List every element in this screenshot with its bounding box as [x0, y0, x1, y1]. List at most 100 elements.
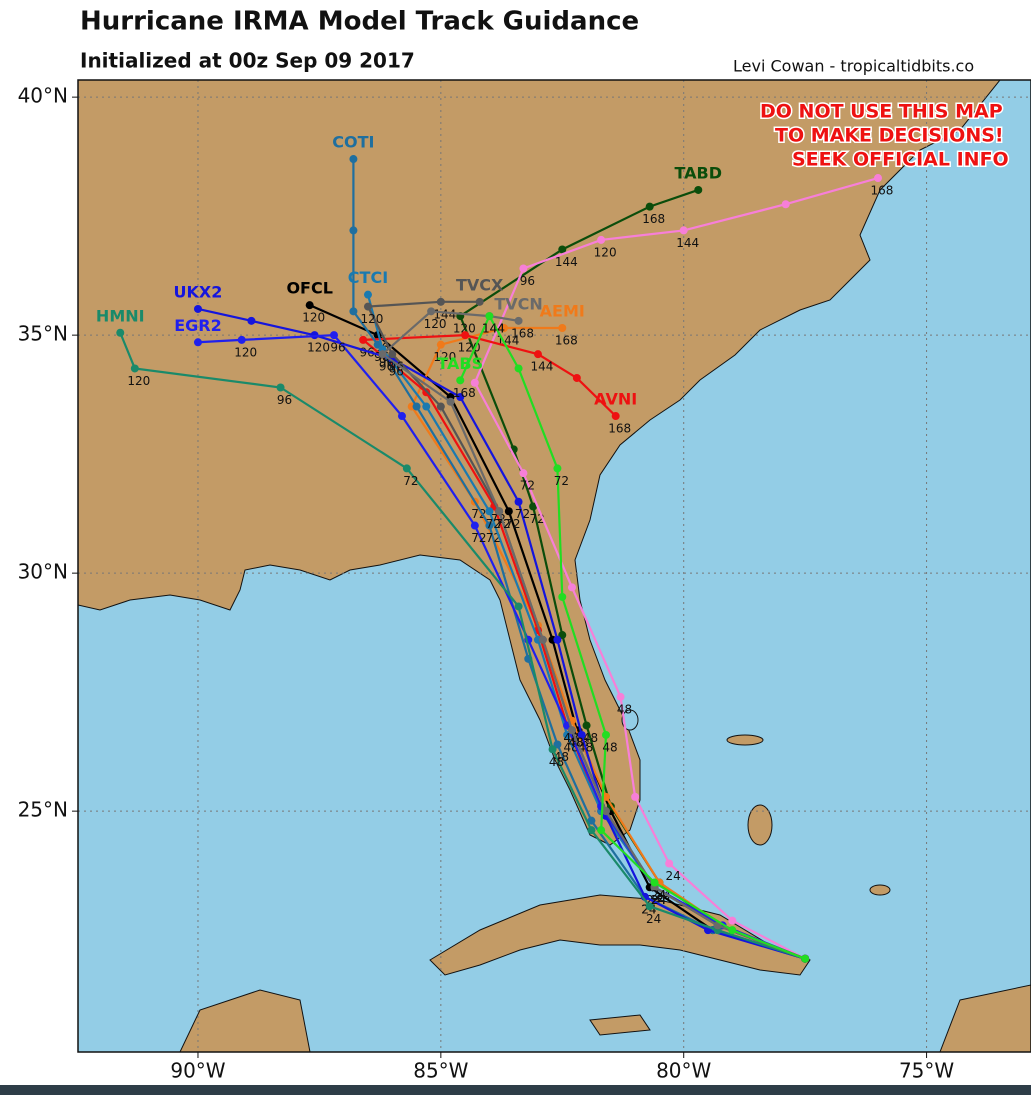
y-tick-label: 25°N	[18, 798, 68, 822]
track-point	[427, 307, 436, 316]
forecast-hour-label: 24	[651, 888, 666, 902]
track-point	[130, 364, 139, 373]
forecast-hour-label: 48	[568, 736, 583, 750]
track-point	[485, 521, 494, 530]
forecast-hour-label: 72	[471, 507, 486, 521]
track-point	[645, 902, 654, 911]
track-point	[436, 297, 445, 306]
title: Hurricane IRMA Model Track Guidance	[80, 7, 639, 37]
forecast-hour-label: 168	[608, 422, 631, 436]
track-point	[587, 826, 596, 835]
land-north-america	[78, 80, 1001, 846]
track-line	[309, 304, 806, 960]
land-bahamas	[869, 884, 891, 896]
model-label: AEMI	[540, 301, 585, 320]
track-point	[728, 926, 737, 935]
track-point	[359, 335, 368, 344]
track-point	[558, 323, 567, 332]
track-point	[363, 290, 372, 299]
track-point	[329, 331, 338, 340]
model-label: UKX2	[174, 282, 223, 301]
track-point	[456, 393, 465, 402]
track-point	[363, 302, 372, 311]
track-point	[499, 323, 508, 332]
track-line	[380, 310, 806, 960]
track-point	[519, 469, 528, 478]
track-point	[801, 954, 810, 963]
forecast-hour-label: 96	[277, 393, 292, 407]
forecast-hour-label: 96	[359, 345, 374, 359]
forecast-hour-label: 48	[583, 731, 598, 745]
bottom-bar	[0, 1085, 1031, 1095]
model-label: TABS	[437, 354, 483, 373]
y-tick-label: 35°N	[18, 322, 68, 346]
track-point	[553, 464, 562, 473]
track-point	[529, 502, 538, 511]
track-point	[485, 507, 494, 516]
track-point	[349, 307, 358, 316]
track-point	[582, 721, 591, 730]
subtitle: Initialized at 00z Sep 09 2017	[80, 49, 415, 73]
warning-line: SEEK OFFICIAL INFO	[792, 149, 1009, 171]
forecast-hour-label: 120	[302, 311, 325, 325]
forecast-hour-label: 72	[515, 507, 530, 521]
track-point	[567, 583, 576, 592]
track-point	[470, 378, 479, 387]
forecast-hour-label: 24	[651, 893, 666, 907]
forecast-hour-label: 96	[389, 364, 404, 378]
forecast-hour-label: 72	[520, 479, 535, 493]
track-point	[349, 226, 358, 235]
land-bahamas	[747, 804, 773, 846]
model-label: EGR2	[174, 316, 222, 335]
track-point	[548, 745, 557, 754]
model-label: HMNI	[96, 306, 145, 325]
track-point	[402, 464, 411, 473]
track-point	[436, 340, 445, 349]
track-point	[665, 859, 674, 868]
track-point	[422, 402, 431, 411]
warning-line: TO MAKE DECISIONS!	[775, 125, 1004, 147]
forecast-hour-label: 24	[651, 893, 666, 907]
track-point	[504, 507, 513, 516]
forecast-hour-label: 24	[651, 893, 666, 907]
forecast-hour-label: 24	[651, 893, 666, 907]
track-point	[514, 316, 523, 325]
track-point	[694, 185, 703, 194]
forecast-hour-label: 168	[453, 386, 476, 400]
track-point	[601, 807, 610, 816]
track-point	[558, 592, 567, 601]
model-label: OFCL	[286, 279, 332, 298]
track-point	[495, 507, 504, 516]
track-point	[514, 364, 523, 373]
track-point	[597, 826, 606, 835]
land-cuba	[429, 894, 811, 976]
track-point	[567, 726, 576, 735]
forecast-hour-label: 72	[403, 474, 418, 488]
track-point	[237, 335, 246, 344]
track-point	[247, 316, 256, 325]
credit: Levi Cowan - tropicaltidbits.co	[733, 57, 974, 76]
y-tick-label: 30°N	[18, 560, 68, 584]
forecast-hour-label: 72	[554, 474, 569, 488]
track-line	[197, 307, 806, 960]
map-area: 24487296120OFCL244872120144168TABD244872…	[78, 80, 1031, 1052]
track-point	[378, 350, 387, 359]
track-point	[873, 174, 882, 183]
land-yucatan	[179, 989, 311, 1052]
track-point	[597, 235, 606, 244]
track-line	[119, 332, 806, 960]
track-point	[631, 792, 640, 801]
land-hispaniola	[939, 984, 1031, 1052]
forecast-hour-label: 120	[594, 245, 617, 259]
forecast-hour-label: 168	[511, 326, 534, 340]
forecast-hour-label: 48	[602, 740, 617, 754]
track-point	[616, 692, 625, 701]
track-point	[436, 402, 445, 411]
x-tick-label: 85°W	[413, 1059, 468, 1083]
forecast-hour-label: 120	[453, 322, 476, 336]
forecast-hour-label: 120	[433, 350, 456, 364]
track-point	[577, 730, 586, 739]
forecast-hour-label: 144	[433, 307, 456, 321]
track-point	[475, 297, 484, 306]
